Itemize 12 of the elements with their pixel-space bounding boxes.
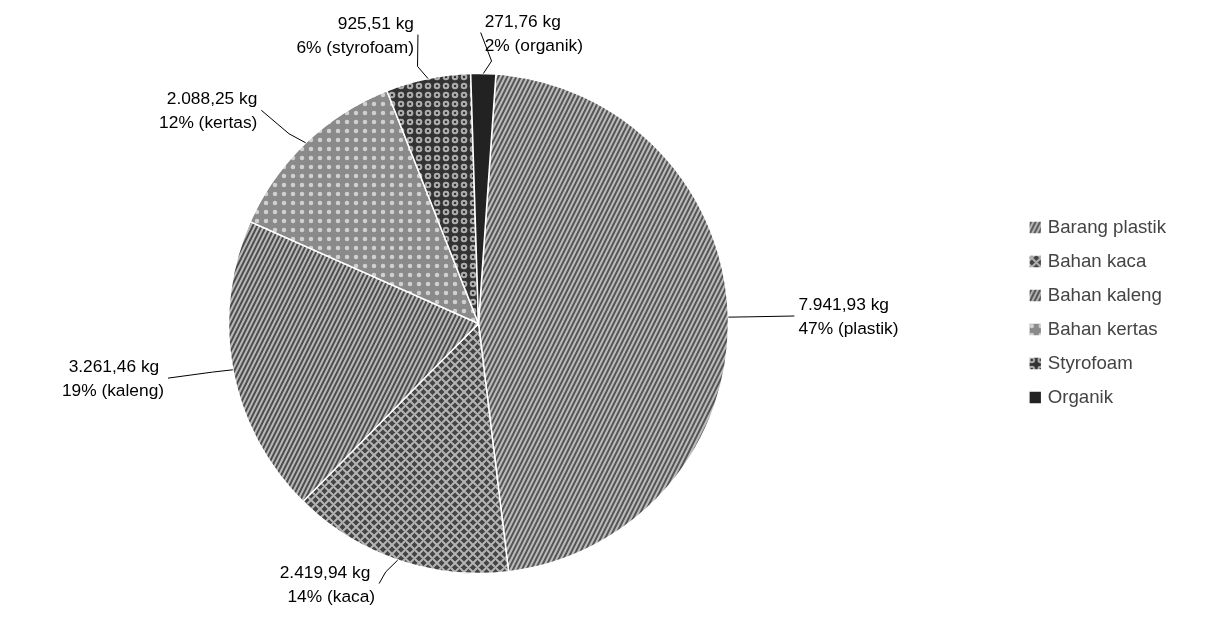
data-label: 7.941,93 kg 47% (plastik) bbox=[798, 294, 899, 339]
data-label: 2.419,94 kg 14% (kaca) bbox=[279, 561, 376, 606]
legend-label: Organik bbox=[1047, 385, 1114, 408]
legend-label: Barang plastik bbox=[1047, 215, 1166, 238]
data-label: 271,76 kg 2% (organik) bbox=[484, 10, 583, 55]
data-label: 2.088,25 kg 12% (kertas) bbox=[159, 88, 258, 133]
legend-label: Bahan kaleng bbox=[1047, 283, 1162, 306]
legend-label: Bahan kertas bbox=[1047, 317, 1158, 340]
data-label: 3.261,46 kg 19% (kaleng) bbox=[61, 356, 165, 401]
data-label: 925,51 kg 6% (styrofoam) bbox=[296, 12, 414, 57]
legend-label: Bahan kaca bbox=[1047, 249, 1147, 272]
legend-label: Styrofoam bbox=[1047, 351, 1133, 374]
